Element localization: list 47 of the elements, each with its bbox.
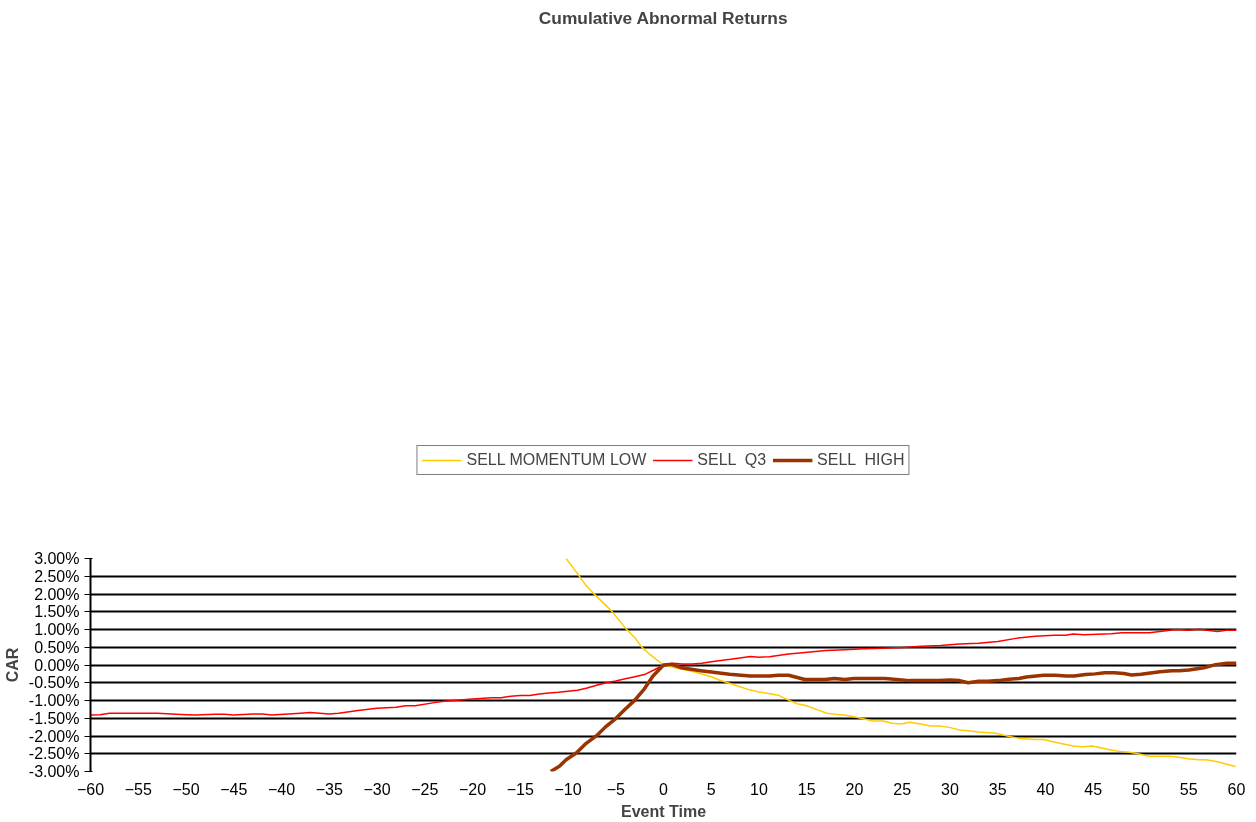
x-tick-label: 45 — [1084, 780, 1103, 798]
y-tick-label: 2.00% — [34, 585, 80, 603]
x-tick-label: 0 — [659, 780, 669, 798]
y-tick-label: -1.00% — [28, 692, 80, 709]
y-tick-label: -1.50% — [28, 709, 80, 727]
chart-title: Cumulative Abnormal Returns — [538, 7, 788, 28]
x-tick-label: −10 — [554, 780, 582, 798]
y-tick-label: 3.00% — [34, 550, 80, 567]
x-tick-label: 10 — [750, 780, 768, 798]
x-tick-label: 55 — [1179, 780, 1198, 798]
x-tick-label: −60 — [76, 780, 105, 798]
y-tick-label: 1.50% — [34, 603, 80, 621]
y-tick-label: -3.00% — [28, 763, 80, 780]
x-tick-label: 25 — [893, 780, 912, 798]
line-series — [549, 661, 1237, 772]
y-tick-label: 0.00% — [34, 656, 80, 674]
x-tick-label: 50 — [1132, 780, 1150, 798]
y-tick-label: 1.00% — [34, 621, 80, 638]
x-tick-label: −20 — [458, 780, 487, 798]
line-series — [90, 628, 1237, 716]
x-tick-label: −55 — [124, 780, 152, 798]
line-series — [565, 558, 1237, 768]
y-tick-label: -2.00% — [28, 727, 80, 745]
x-tick-label: −45 — [220, 780, 248, 798]
x-tick-label: 40 — [1036, 780, 1055, 798]
x-tick-label: −5 — [606, 780, 625, 798]
x-tick-label: 20 — [845, 780, 864, 798]
x-tick-label: −50 — [172, 780, 200, 798]
x-tick-label: 35 — [988, 780, 1007, 798]
x-tick-label: 5 — [706, 780, 716, 798]
x-axis-title: Event Time — [620, 802, 707, 820]
y-axis-title: CAR — [3, 647, 21, 683]
legend-label: SELL HIGH — [817, 451, 905, 470]
y-tick-label: 0.50% — [34, 638, 80, 656]
x-tick-label: −15 — [506, 780, 534, 798]
x-tick-label: −40 — [267, 780, 296, 798]
y-tick-label: -2.50% — [28, 745, 80, 763]
legend-label: SELL Q3 — [697, 451, 767, 470]
y-tick-label: -0.50% — [28, 674, 80, 692]
y-tick-label: 2.50% — [34, 567, 80, 585]
x-tick-label: 60 — [1227, 780, 1246, 798]
x-tick-label: −35 — [315, 780, 343, 798]
legend-label: SELL MOMENTUM LOW — [466, 451, 647, 470]
x-tick-label: −25 — [411, 780, 439, 798]
x-tick-label: 30 — [941, 780, 959, 798]
x-tick-label: −30 — [363, 780, 391, 798]
x-tick-label: 15 — [797, 780, 816, 798]
